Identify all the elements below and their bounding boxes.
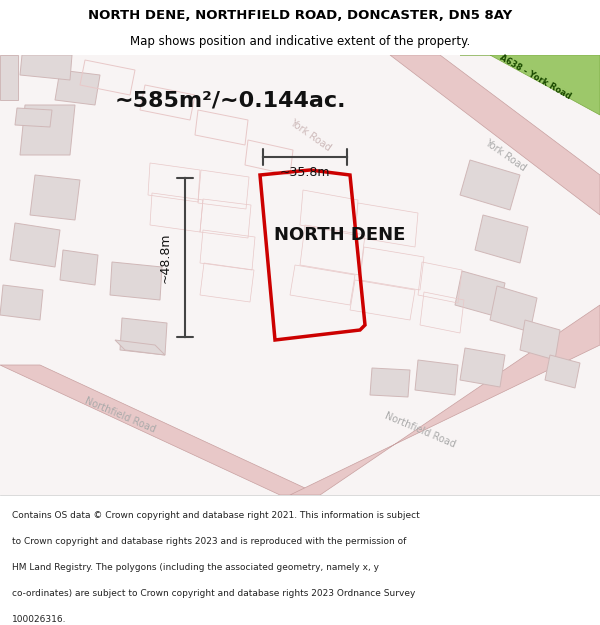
Text: Northfield Road: Northfield Road [83, 396, 157, 434]
Polygon shape [60, 250, 98, 285]
Polygon shape [370, 368, 410, 397]
Text: co-ordinates) are subject to Crown copyright and database rights 2023 Ordnance S: co-ordinates) are subject to Crown copyr… [12, 589, 415, 598]
Polygon shape [290, 305, 600, 495]
Text: Northfield Road: Northfield Road [383, 411, 457, 449]
Text: 100026316.: 100026316. [12, 614, 67, 624]
Polygon shape [55, 70, 100, 105]
Polygon shape [0, 365, 320, 495]
Polygon shape [460, 55, 600, 115]
Polygon shape [490, 286, 537, 332]
Polygon shape [110, 262, 162, 300]
Polygon shape [455, 271, 505, 317]
Polygon shape [20, 55, 72, 80]
Polygon shape [15, 108, 52, 127]
Text: ~35.8m: ~35.8m [280, 166, 330, 179]
Text: Contains OS data © Crown copyright and database right 2021. This information is : Contains OS data © Crown copyright and d… [0, 624, 1, 625]
Text: Map shows position and indicative extent of the property.: Map shows position and indicative extent… [130, 35, 470, 48]
Text: HM Land Registry. The polygons (including the associated geometry, namely x, y: HM Land Registry. The polygons (includin… [12, 562, 379, 572]
Polygon shape [120, 318, 167, 355]
Text: York Road: York Road [287, 118, 332, 152]
Text: NORTH DENE: NORTH DENE [274, 226, 406, 244]
Polygon shape [390, 55, 600, 215]
Polygon shape [415, 360, 458, 395]
Text: ~48.8m: ~48.8m [158, 232, 172, 282]
Polygon shape [30, 175, 80, 220]
Polygon shape [0, 55, 18, 100]
Polygon shape [520, 320, 560, 360]
Polygon shape [460, 348, 505, 387]
Polygon shape [115, 340, 165, 355]
Polygon shape [10, 223, 60, 267]
Text: NORTH DENE, NORTHFIELD ROAD, DONCASTER, DN5 8AY: NORTH DENE, NORTHFIELD ROAD, DONCASTER, … [88, 9, 512, 22]
Text: York Road: York Road [482, 138, 527, 172]
Polygon shape [20, 105, 75, 155]
Polygon shape [545, 355, 580, 388]
Polygon shape [0, 285, 43, 320]
Text: ~585m²/~0.144ac.: ~585m²/~0.144ac. [114, 90, 346, 110]
Text: to Crown copyright and database rights 2023 and is reproduced with the permissio: to Crown copyright and database rights 2… [12, 537, 406, 546]
Polygon shape [475, 215, 528, 263]
Text: Contains OS data © Crown copyright and database right 2021. This information is : Contains OS data © Crown copyright and d… [12, 511, 420, 519]
Text: A638 - York Road: A638 - York Road [498, 53, 572, 101]
Polygon shape [460, 160, 520, 210]
